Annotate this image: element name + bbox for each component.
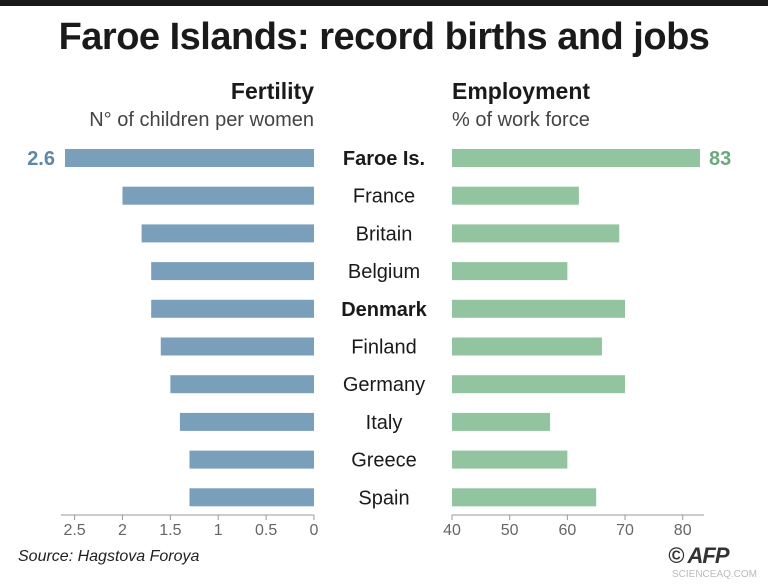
fertility-subtitle: N° of children per women [89, 109, 314, 131]
fertility-bar [151, 262, 314, 281]
fertility-tick-label: 1.5 [159, 522, 181, 539]
employment-bar [452, 224, 620, 243]
fertility-bar [151, 299, 314, 318]
category-label: Faroe Is. [343, 148, 425, 170]
category-label: Italy [366, 412, 403, 434]
employment-bar [452, 450, 568, 469]
page-title: Faroe Islands: record births and jobs [58, 16, 710, 58]
fertility-tick-label: 2.5 [63, 522, 85, 539]
watermark: SCIENCEAQ.COM [672, 569, 758, 580]
afp-logo: © AFP [668, 543, 730, 568]
fertility-tick-label: 2 [118, 522, 127, 539]
fertility-bar [122, 186, 314, 205]
employment-tick-label: 60 [558, 522, 576, 539]
category-label: Spain [358, 487, 409, 509]
employment-data-label: 83 [709, 148, 731, 170]
employment-tick-label: 80 [674, 522, 692, 539]
category-label: Germany [343, 374, 425, 396]
fertility-bar [65, 149, 314, 167]
employment-bar [452, 262, 568, 281]
fertility-bar [179, 412, 314, 431]
employment-tick-label: 70 [616, 522, 634, 539]
employment-bar [452, 149, 700, 167]
employment-bar [452, 412, 551, 431]
fertility-tick-label: 0.5 [255, 522, 277, 539]
fertility-bar [189, 450, 314, 469]
category-label: Britain [356, 223, 413, 245]
category-label: Belgium [348, 261, 420, 283]
fertility-bar [189, 488, 314, 507]
employment-subtitle: % of work force [452, 109, 590, 131]
fertility-tick-label: 1 [214, 522, 223, 539]
fertility-data-label: 2.6 [27, 148, 55, 170]
fertility-bar [160, 337, 314, 356]
employment-bar [452, 337, 602, 356]
fertility-bar [170, 375, 314, 394]
employment-bar [452, 375, 626, 394]
employment-bar [452, 488, 597, 507]
category-label: France [353, 186, 415, 208]
employment-tick-label: 50 [501, 522, 519, 539]
employment-bar [452, 186, 579, 205]
employment-bar [452, 299, 626, 318]
category-label: Greece [351, 450, 417, 472]
category-label: Finland [351, 337, 417, 359]
top-bar [0, 0, 768, 6]
fertility-title: Fertility [231, 78, 314, 104]
category-label: Denmark [341, 299, 427, 321]
employment-tick-label: 40 [443, 522, 461, 539]
employment-title: Employment [452, 78, 590, 104]
fertility-bar [141, 224, 314, 243]
fertility-tick-label: 0 [310, 522, 319, 539]
source-note: Source: Hagstova Foroya [18, 548, 200, 565]
